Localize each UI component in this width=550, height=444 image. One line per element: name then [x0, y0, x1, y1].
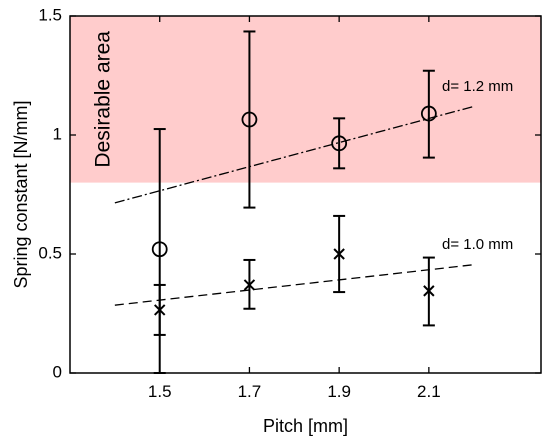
trend-line-d12 [114, 105, 474, 204]
data-point-d10 [243, 279, 256, 291]
y-axis-title: Spring constant [N/mm] [11, 100, 31, 288]
data-point-d10 [154, 304, 166, 316]
data-point-d12 [151, 241, 168, 258]
plot-frame [69, 15, 542, 374]
desirable-area-label: Desirable area [92, 31, 115, 168]
ticks-layer: 1.5 1.7 1.9 2.1 0 0.5 1 1.5 [38, 5, 541, 401]
y-tick-label: 1 [53, 124, 62, 143]
y-tick-label: 0.5 [38, 243, 62, 262]
data-point-d10 [423, 285, 435, 297]
data-point-d10 [333, 248, 345, 260]
trend-line-d10 [114, 264, 474, 306]
data-point-d12 [331, 135, 348, 152]
series-d10: d= 1.0 mm [114, 214, 513, 336]
x-tick-label: 2.1 [417, 382, 441, 401]
data-point-d12 [420, 105, 437, 122]
y-tick-label: 0 [53, 362, 62, 381]
data-point-d12 [241, 111, 258, 128]
desirable-area-region [70, 16, 541, 183]
plot-layer: d= 1.2 mm d= 1.0 mm [114, 30, 513, 374]
series-label-d10: d= 1.0 mm [442, 236, 513, 253]
series-label-d12: d= 1.2 mm [442, 78, 513, 95]
x-axis-title: Pitch [mm] [263, 416, 348, 436]
x-tick-label: 1.9 [327, 382, 351, 401]
y-tick-label: 1.5 [38, 5, 62, 24]
series-d12: d= 1.2 mm [114, 30, 513, 374]
x-tick-label: 1.5 [148, 382, 172, 401]
x-tick-label: 1.7 [238, 382, 262, 401]
